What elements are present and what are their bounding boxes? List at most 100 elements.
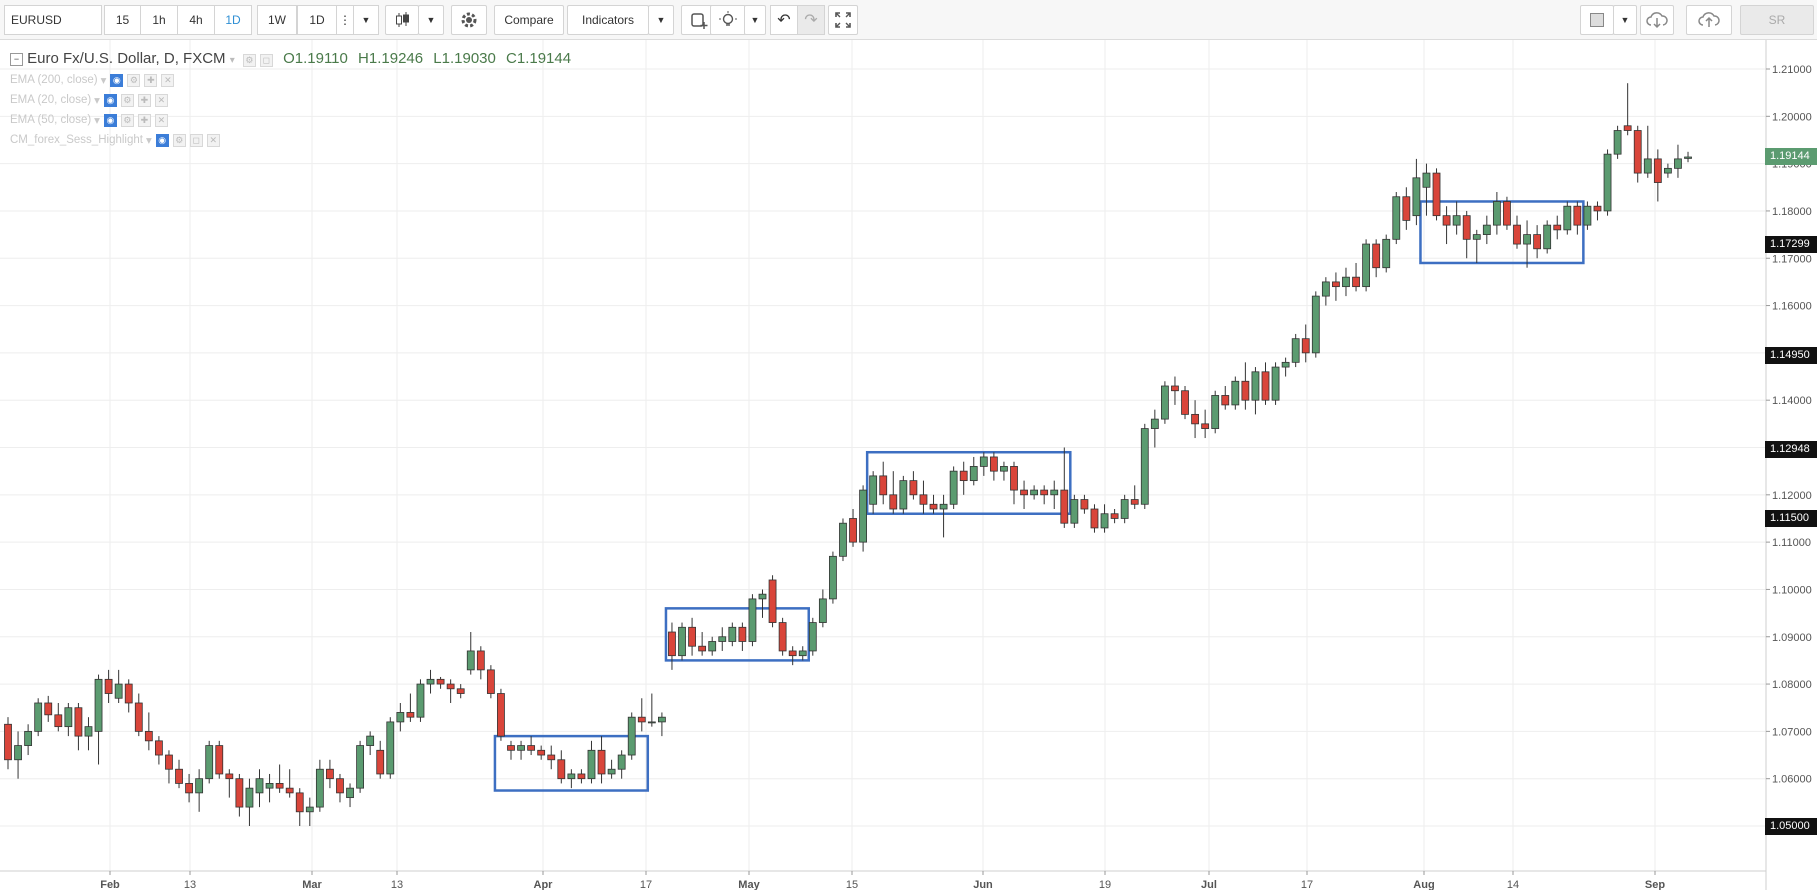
candle-body xyxy=(929,503,938,510)
price-chart[interactable]: 1.210001.200001.190001.180001.170001.160… xyxy=(0,40,1817,890)
candle-body xyxy=(1281,361,1290,368)
layout-dropdown-icon[interactable]: ▼ xyxy=(1613,5,1637,35)
grid-lines xyxy=(0,40,1766,871)
candle-body xyxy=(1150,418,1159,429)
settings-icon[interactable]: ⚙ xyxy=(127,73,141,87)
settings-icon[interactable]: ⚙ xyxy=(242,54,256,67)
interval-button-1d[interactable]: 1D xyxy=(214,5,252,35)
chart-style-dropdown-icon[interactable]: ▼ xyxy=(418,5,444,35)
compare-button[interactable]: Compare xyxy=(494,5,564,35)
candle xyxy=(1140,423,1149,510)
close-icon[interactable]: ✕ xyxy=(206,133,220,147)
candle-body xyxy=(1362,243,1370,288)
gear-icon[interactable] xyxy=(451,5,487,35)
source-icon[interactable]: ✚ xyxy=(137,113,151,127)
legend-collapse-icon[interactable]: − xyxy=(10,53,23,66)
candle xyxy=(326,759,334,789)
candle-body xyxy=(1201,423,1210,429)
indicator-row[interactable]: CM_forex_Sess_Highlight ▾ ◉ ⚙ ◻ ✕ xyxy=(10,133,220,147)
candle-body xyxy=(346,787,354,799)
legend-dropdown-icon[interactable]: ▾ xyxy=(229,55,235,66)
candle-body xyxy=(1110,513,1119,519)
close-icon[interactable]: ✕ xyxy=(154,93,168,107)
indicator-row[interactable]: EMA (200, close) ▾ ◉ ⚙ ✚ ✕ xyxy=(10,73,175,87)
eye-icon[interactable]: ◉ xyxy=(155,133,169,147)
fullscreen-icon[interactable] xyxy=(828,5,858,35)
candle-body xyxy=(1472,234,1481,240)
candle xyxy=(1593,201,1602,221)
candle xyxy=(124,679,133,713)
light-bulb-dropdown-icon[interactable]: ▼ xyxy=(744,5,766,35)
undo-icon[interactable]: ↶ xyxy=(770,5,798,35)
time-axis: Feb 13 Mar 13 Apr 17 May 15 Jun 19 Jul 17 Aug 14 Sep xyxy=(100,871,1665,890)
interval-button-4h[interactable]: 4h xyxy=(177,5,215,35)
candle xyxy=(346,783,354,808)
interval-label: 1D xyxy=(309,13,325,27)
source-icon[interactable]: ✚ xyxy=(144,73,158,87)
candle-body xyxy=(1231,380,1240,406)
eye-icon[interactable]: ◉ xyxy=(103,93,117,107)
symbol-title: Euro Fx/U.S. Dollar, D, FXCM xyxy=(27,50,226,67)
candle xyxy=(54,702,63,732)
more-icon[interactable]: ◻ xyxy=(259,54,273,67)
candle xyxy=(1120,494,1129,524)
candle-body xyxy=(1372,243,1381,269)
layout-square-icon[interactable] xyxy=(1580,5,1614,35)
source-icon[interactable]: ◻ xyxy=(189,133,203,147)
interval-button-1w[interactable]: 1W xyxy=(257,5,297,35)
redo-icon[interactable]: ↷ xyxy=(797,5,825,35)
candle xyxy=(175,759,183,789)
open-value: O1.19110 xyxy=(283,50,348,67)
sr-button[interactable]: SR xyxy=(1740,5,1814,35)
interval-button-1h[interactable]: 1h xyxy=(140,5,178,35)
candles-style-icon[interactable] xyxy=(385,5,419,35)
intervals-dropdown-icon[interactable]: ▼ xyxy=(353,5,379,35)
time-tick-label: 13 xyxy=(184,879,196,890)
settings-icon[interactable]: ⚙ xyxy=(120,93,134,107)
cloud-download-icon[interactable] xyxy=(1640,5,1674,35)
candle xyxy=(678,622,686,661)
more-intervals-icon[interactable]: ⋮ xyxy=(336,5,354,35)
close-icon[interactable]: ✕ xyxy=(161,73,175,87)
settings-icon[interactable]: ⚙ xyxy=(120,113,134,127)
candle xyxy=(466,632,475,675)
candle-body xyxy=(567,773,576,780)
settings-icon[interactable]: ⚙ xyxy=(172,133,186,147)
candle-body xyxy=(637,716,646,723)
candle-body xyxy=(1402,196,1411,221)
candle-body xyxy=(94,678,103,732)
candle xyxy=(1452,201,1461,235)
candle xyxy=(1211,390,1220,434)
candle-body xyxy=(1221,395,1230,406)
light-bulb-icon[interactable] xyxy=(710,5,746,35)
candle-body xyxy=(295,792,304,813)
interval-button-1d-custom[interactable]: 1D xyxy=(297,5,337,35)
eye-icon[interactable]: ◉ xyxy=(110,73,124,87)
indicators-dropdown-icon[interactable]: ▼ xyxy=(648,5,674,35)
eye-icon[interactable]: ◉ xyxy=(103,113,117,127)
interval-button-15[interactable]: 15 xyxy=(104,5,141,35)
indicators-button[interactable]: Indicators xyxy=(567,5,649,35)
close-icon[interactable]: ✕ xyxy=(154,113,168,127)
cloud-upload-icon[interactable] xyxy=(1686,5,1732,35)
candle xyxy=(205,740,214,784)
source-icon[interactable]: ✚ xyxy=(137,93,151,107)
candle-body xyxy=(1301,338,1310,354)
indicator-row[interactable]: EMA (20, close) ▾ ◉ ⚙ ✚ ✕ xyxy=(10,93,168,107)
candle xyxy=(24,724,33,756)
indicator-row[interactable]: EMA (50, close) ▾ ◉ ⚙ ✚ ✕ xyxy=(10,113,168,127)
candle xyxy=(255,769,264,808)
candle-body xyxy=(1181,390,1189,415)
candle xyxy=(1462,210,1471,259)
candle-body xyxy=(668,631,676,657)
candle-body xyxy=(1543,224,1552,250)
candle-body xyxy=(1130,499,1139,505)
candle-body xyxy=(114,683,123,699)
candle xyxy=(336,773,344,803)
candle-body xyxy=(1251,371,1260,401)
candle xyxy=(1221,385,1230,410)
symbol-search-input[interactable] xyxy=(4,5,102,35)
candle xyxy=(1684,151,1692,163)
candle-body xyxy=(617,754,626,770)
candle xyxy=(1674,144,1682,178)
